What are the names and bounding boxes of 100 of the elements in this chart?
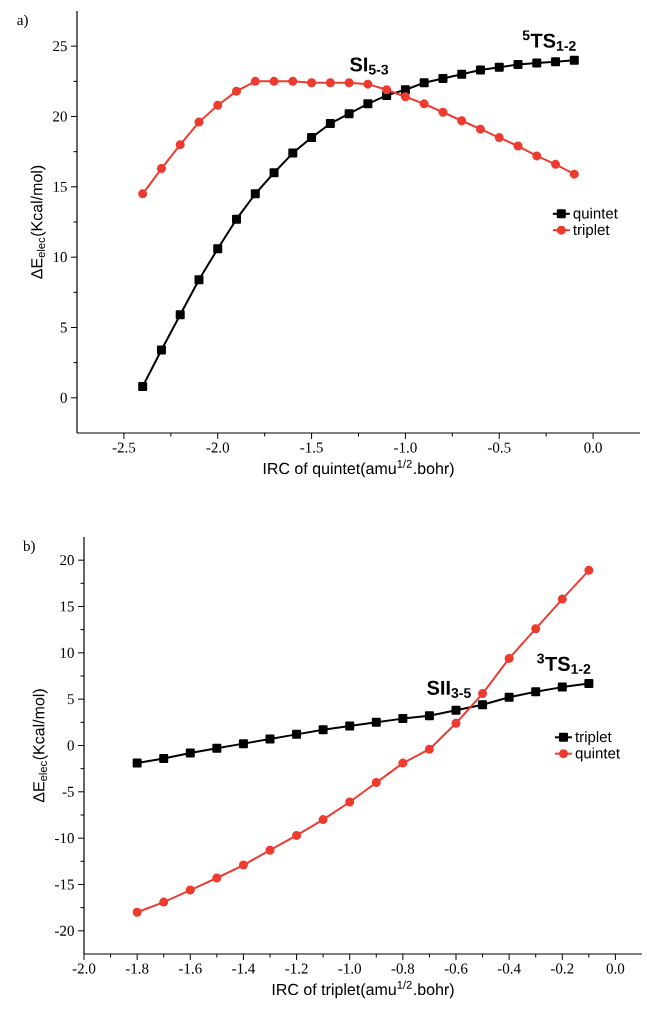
point bbox=[584, 565, 594, 575]
point bbox=[212, 743, 222, 753]
point bbox=[419, 78, 429, 88]
point bbox=[238, 860, 248, 870]
point bbox=[194, 117, 204, 127]
y-tick-label: 25 bbox=[53, 41, 67, 52]
annotation: SII$_{3-5}$ bbox=[427, 680, 471, 698]
x-tick-label: -1.6 bbox=[178, 963, 202, 974]
x-tick-label: -0.6 bbox=[444, 963, 468, 974]
point bbox=[494, 133, 504, 143]
y-tick-label: 20 bbox=[60, 555, 74, 566]
x-tick-label: 0.0 bbox=[584, 442, 602, 453]
point bbox=[451, 705, 461, 715]
text: b) bbox=[22, 540, 35, 555]
point bbox=[307, 133, 317, 143]
x-axis-title: IRC of quintet(amu$^{1/2}$.bohr) bbox=[263, 459, 454, 478]
y-tick-label: -10 bbox=[55, 833, 74, 844]
point bbox=[132, 907, 142, 917]
point bbox=[400, 85, 410, 95]
x-tick-label: -2.0 bbox=[206, 442, 230, 453]
point bbox=[475, 65, 485, 75]
point bbox=[269, 76, 279, 86]
point bbox=[212, 873, 222, 883]
point bbox=[457, 116, 467, 126]
point bbox=[532, 151, 542, 161]
point bbox=[478, 700, 488, 710]
point bbox=[569, 55, 579, 65]
y-axis-title: ΔE$_{elec}$(Kcal/mol) bbox=[32, 689, 48, 803]
point bbox=[288, 148, 298, 158]
x-tick-label: -1.2 bbox=[285, 963, 308, 974]
point bbox=[292, 729, 302, 739]
point bbox=[325, 78, 335, 88]
annotation: $^{5}$TS$_{1-2}$ bbox=[522, 30, 576, 51]
point bbox=[584, 678, 594, 688]
point bbox=[569, 169, 579, 179]
point bbox=[504, 692, 514, 702]
y-tick-label: -15 bbox=[55, 879, 74, 890]
point bbox=[557, 594, 567, 604]
y-tick-label: 5 bbox=[60, 322, 67, 333]
point bbox=[419, 99, 429, 109]
point bbox=[551, 159, 561, 169]
point bbox=[132, 758, 142, 768]
point bbox=[457, 69, 467, 79]
point bbox=[265, 734, 275, 744]
point bbox=[371, 778, 381, 788]
point bbox=[494, 62, 504, 72]
y-tick-label: -5 bbox=[62, 786, 74, 797]
point bbox=[156, 345, 166, 355]
point bbox=[159, 897, 169, 907]
legend-label: quintet bbox=[573, 207, 618, 222]
point bbox=[185, 885, 195, 895]
x-tick-label: -2.0 bbox=[72, 963, 96, 974]
point bbox=[557, 682, 567, 692]
x-tick-label: -0.4 bbox=[497, 963, 521, 974]
point bbox=[156, 164, 166, 174]
point bbox=[371, 717, 381, 727]
point bbox=[138, 382, 148, 392]
x-tick-label: -0.5 bbox=[487, 442, 511, 453]
point bbox=[504, 653, 514, 663]
point bbox=[398, 758, 408, 768]
point bbox=[475, 124, 485, 134]
point bbox=[424, 744, 434, 754]
point bbox=[345, 721, 355, 731]
x-tick-label: -0.2 bbox=[550, 963, 574, 974]
legend-label: triplet bbox=[573, 223, 610, 238]
y-tick-label: 10 bbox=[53, 252, 67, 263]
point bbox=[238, 739, 248, 749]
point bbox=[531, 624, 541, 634]
x-tick-label: -2.5 bbox=[112, 442, 136, 453]
x-tick-label: -0.8 bbox=[391, 963, 415, 974]
point bbox=[292, 830, 302, 840]
point bbox=[344, 78, 354, 88]
point bbox=[325, 119, 335, 129]
point bbox=[159, 753, 169, 763]
y-tick-label: -20 bbox=[55, 925, 74, 936]
y-tick-label: 15 bbox=[60, 601, 74, 612]
x-tick-label: 0.0 bbox=[606, 963, 625, 974]
x-tick-label: -1.0 bbox=[394, 442, 417, 453]
point bbox=[398, 714, 408, 724]
point bbox=[138, 189, 148, 199]
point bbox=[478, 689, 488, 699]
point bbox=[513, 141, 523, 151]
annotation: SI$_{5-3}$ bbox=[350, 57, 389, 75]
y-tick-label: 5 bbox=[67, 694, 74, 705]
x-tick-label: -1.0 bbox=[338, 963, 362, 974]
point bbox=[345, 797, 355, 807]
point bbox=[175, 310, 185, 320]
y-tick-label: 10 bbox=[60, 647, 74, 658]
point bbox=[265, 845, 275, 855]
point bbox=[175, 140, 185, 150]
x-tick-label: -1.8 bbox=[125, 963, 149, 974]
x-axis-title: IRC of triplet(amu$^{1/2}$.bohr) bbox=[272, 980, 454, 999]
point bbox=[344, 109, 354, 119]
point bbox=[318, 815, 328, 825]
point bbox=[250, 189, 260, 199]
y-axis-title: ΔE$_{elec}$(Kcal/mol) bbox=[30, 165, 46, 279]
point bbox=[551, 57, 561, 67]
y-tick-label: 15 bbox=[53, 181, 67, 192]
point bbox=[400, 92, 410, 102]
annotation: $^{3}$TS$_{1-2}$ bbox=[537, 653, 591, 674]
